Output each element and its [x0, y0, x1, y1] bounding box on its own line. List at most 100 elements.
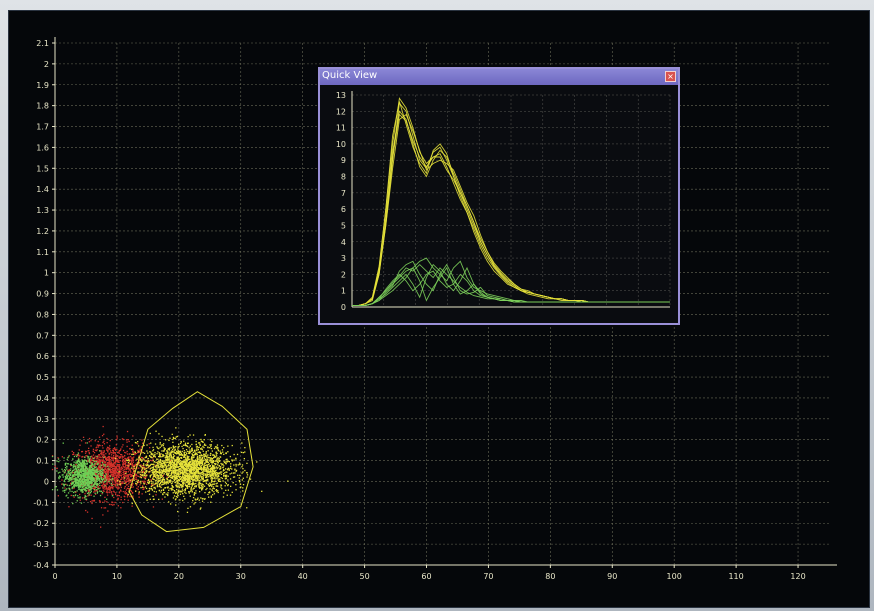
red-point — [116, 483, 118, 485]
red-point — [131, 478, 134, 480]
yellow-point — [124, 477, 126, 479]
yellow-point — [184, 457, 187, 459]
green-point — [85, 484, 87, 486]
yellow-point — [195, 461, 197, 464]
yellow-point — [226, 471, 228, 473]
red-point — [128, 460, 131, 463]
green-point — [69, 472, 71, 474]
quick-view-titlebar[interactable]: Quick View × — [320, 69, 678, 85]
yellow-point — [167, 455, 169, 458]
yellow-point — [246, 474, 249, 476]
red-point — [130, 490, 132, 492]
yellow-point — [223, 460, 225, 462]
yellow-point — [174, 449, 176, 451]
red-point — [110, 484, 112, 486]
green-point — [91, 464, 93, 466]
yellow-point — [171, 477, 173, 479]
yellow-point — [193, 493, 196, 495]
red-point — [103, 486, 105, 488]
green-point — [72, 469, 74, 471]
yellow-point — [197, 442, 200, 444]
red-point — [105, 461, 107, 464]
yellow-point — [180, 440, 182, 443]
yellow-point — [182, 474, 184, 476]
yellow-point — [183, 471, 186, 474]
yellow-point — [162, 480, 164, 482]
yellow-point — [225, 483, 227, 485]
red-point — [61, 483, 63, 485]
yellow-point — [164, 487, 166, 489]
close-icon[interactable]: × — [665, 71, 676, 82]
yellow-point — [152, 472, 155, 474]
yellow-point — [161, 444, 163, 446]
yellow-point — [114, 457, 117, 459]
red-point — [67, 456, 70, 458]
scatter-plot[interactable]: 0 10 20 30 40 50 60 70 80 90 100 110 120-0.4-0.3-0.2… — [9, 11, 869, 607]
red-point — [122, 459, 125, 461]
yellow-point — [181, 463, 183, 465]
yellow-point — [172, 451, 174, 453]
yellow-point — [199, 452, 202, 454]
yellow-point — [213, 471, 215, 474]
y-tick-label: 0.9 — [36, 290, 49, 299]
yellow-point — [158, 475, 160, 477]
yellow-point — [179, 457, 181, 459]
quick-view-window[interactable]: Quick View × 0 1 2 3 4 5 6 7 8 9 10 11 12 13 — [318, 67, 680, 325]
green-point — [69, 478, 71, 480]
yellow-point — [150, 467, 152, 469]
yellow-point — [223, 475, 225, 477]
yellow-point — [185, 475, 188, 477]
yellow-point — [177, 472, 179, 474]
green-point — [64, 467, 67, 469]
green-point — [101, 461, 103, 464]
red-point — [130, 457, 133, 459]
yellow-point — [197, 447, 199, 449]
red-point — [118, 456, 120, 458]
yellow-point — [202, 470, 204, 473]
yellow-point — [202, 450, 204, 452]
x-tick-label: 40 — [298, 572, 308, 581]
yellow-point — [143, 482, 145, 484]
yellow-point — [211, 469, 214, 471]
yellow-point — [186, 457, 188, 459]
yellow-point — [168, 471, 170, 473]
red-point — [112, 501, 114, 504]
yellow-point — [239, 483, 242, 485]
yellow-point — [144, 486, 147, 488]
red-point — [126, 445, 128, 448]
red-point — [109, 445, 111, 447]
yellow-point — [210, 447, 213, 450]
red-point — [114, 452, 116, 454]
red-point — [90, 463, 92, 465]
yellow-point — [175, 475, 177, 477]
red-point — [118, 487, 120, 489]
yellow-point — [179, 442, 182, 445]
red-point — [115, 470, 117, 473]
red-point — [100, 475, 103, 478]
red-point — [98, 500, 101, 502]
yellow-point — [149, 498, 151, 500]
yellow-point — [184, 474, 186, 477]
red-point — [137, 475, 140, 477]
yellow-point — [214, 471, 216, 473]
red-point — [106, 449, 108, 451]
red-point — [99, 468, 102, 470]
yellow-point — [173, 458, 175, 460]
red-point — [144, 467, 146, 469]
yellow-point — [193, 467, 195, 469]
yellow-point — [141, 471, 144, 473]
red-point — [108, 463, 110, 465]
red-point — [126, 430, 129, 433]
yellow-point — [184, 460, 186, 463]
yellow-point — [217, 479, 220, 481]
yellow-point — [159, 476, 161, 478]
yellow-point — [212, 487, 214, 490]
red-point — [112, 473, 114, 475]
red-point — [126, 493, 128, 495]
red-point — [118, 491, 121, 493]
red-point — [103, 507, 105, 509]
green-point — [91, 481, 93, 483]
red-point — [64, 472, 66, 474]
yellow-point — [154, 480, 157, 482]
x-tick-label: 100 — [667, 572, 682, 581]
